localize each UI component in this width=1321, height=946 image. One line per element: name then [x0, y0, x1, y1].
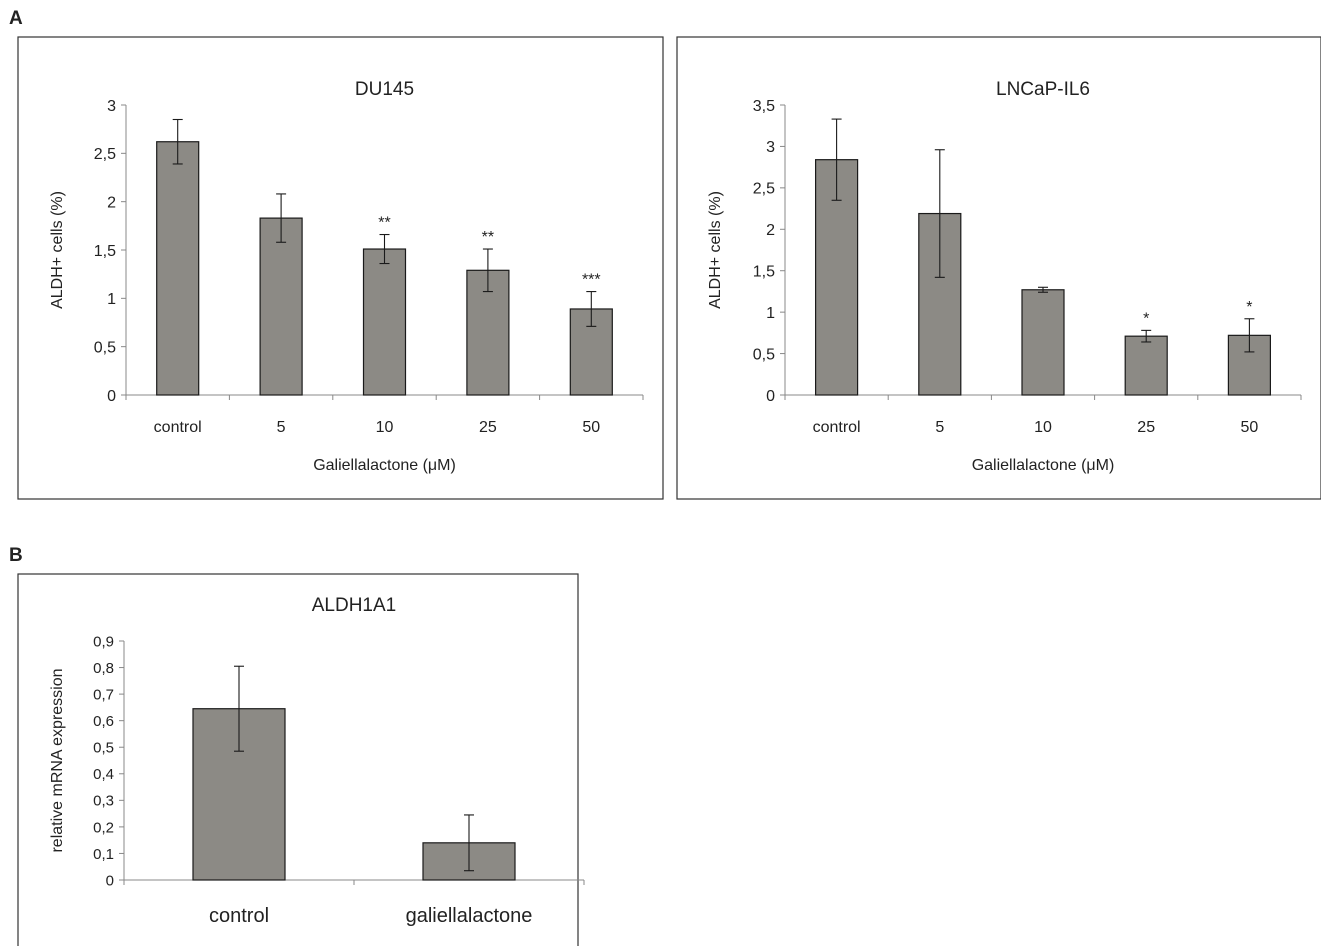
y-tick-label: 0,6 [93, 713, 114, 730]
significance-marker: * [1246, 299, 1252, 316]
x-axis-label: Galiellalactone (μM) [313, 457, 456, 474]
chart-title: LNCaP-IL6 [996, 79, 1090, 100]
significance-marker: ** [482, 229, 494, 246]
y-tick-label: 2 [107, 194, 116, 211]
x-tick-label: control [154, 419, 202, 436]
y-axis-label: ALDH+ cells (%) [49, 191, 66, 309]
x-tick-label: control [813, 419, 861, 436]
y-tick-label: 0 [766, 388, 775, 405]
chart-frame [17, 36, 664, 500]
y-tick-label: 3 [766, 139, 775, 156]
x-tick-label: galiellalactone [406, 905, 533, 927]
y-tick-label: 3,5 [753, 98, 775, 115]
chart-title: DU145 [355, 79, 414, 100]
y-tick-label: 0,5 [93, 740, 114, 757]
y-tick-label: 0 [107, 388, 116, 405]
panel-label-a: A [9, 8, 23, 29]
y-tick-label: 2,5 [753, 181, 775, 198]
y-tick-label: 0 [106, 872, 114, 889]
y-tick-label: 1 [107, 291, 116, 308]
y-tick-label: 0,2 [93, 819, 114, 836]
y-tick-label: 0,7 [93, 687, 114, 704]
x-tick-label: 5 [277, 419, 286, 436]
bar [362, 248, 407, 396]
chart-frame [676, 36, 1321, 500]
bar [1124, 335, 1168, 396]
chart-title: ALDH1A1 [312, 595, 397, 616]
y-tick-label: 0,8 [93, 660, 114, 677]
significance-marker: * [1143, 310, 1149, 327]
y-tick-label: 1 [766, 305, 775, 322]
significance-marker: ** [378, 215, 390, 232]
y-tick-label: 3 [107, 98, 116, 115]
y-tick-label: 2,5 [94, 146, 116, 163]
y-tick-label: 0,4 [93, 766, 114, 783]
bar [259, 217, 303, 396]
y-tick-label: 0,3 [93, 793, 114, 810]
y-tick-label: 0,5 [753, 346, 775, 363]
x-axis-label: Galiellalactone (μM) [972, 457, 1115, 474]
chart-3: ALDH1A1 0 0,1 0,2 0,3 0,4 0,5 0,6 0,7 0,8 0,9 contr… [17, 573, 585, 946]
x-tick-label: 10 [376, 419, 394, 436]
x-tick-label: control [209, 905, 269, 927]
bar [156, 141, 200, 396]
y-tick-label: 0,1 [93, 846, 114, 863]
panel-label-b: B [9, 545, 23, 566]
y-tick-label: 2 [766, 222, 775, 239]
x-tick-label: 25 [479, 419, 497, 436]
significance-marker: *** [582, 272, 601, 289]
y-tick-label: 1,5 [753, 263, 775, 280]
x-tick-label: 50 [1241, 419, 1259, 436]
x-tick-label: 10 [1034, 419, 1052, 436]
y-axis-label: relative mRNA expression [49, 668, 66, 852]
y-axis-label: ALDH+ cells (%) [707, 191, 724, 309]
x-tick-label: 25 [1137, 419, 1155, 436]
y-tick-label: 1,5 [94, 243, 116, 260]
x-tick-label: 5 [935, 419, 944, 436]
chart-2: LNCaP-IL6 0 0,5 1 1,5 2 2,5 3 3,5 control 5 10 * 25 * 5… [676, 36, 1321, 500]
y-tick-label: 0,9 [93, 633, 114, 650]
chart-1: DU145 0 0,5 1 1,5 2 2,5 3 control 5 ** 10 ** 25 *** 50 G… [17, 36, 664, 500]
chart-frame [17, 573, 579, 946]
bar [1021, 289, 1065, 396]
x-tick-label: 50 [582, 419, 600, 436]
y-tick-label: 0,5 [94, 339, 116, 356]
